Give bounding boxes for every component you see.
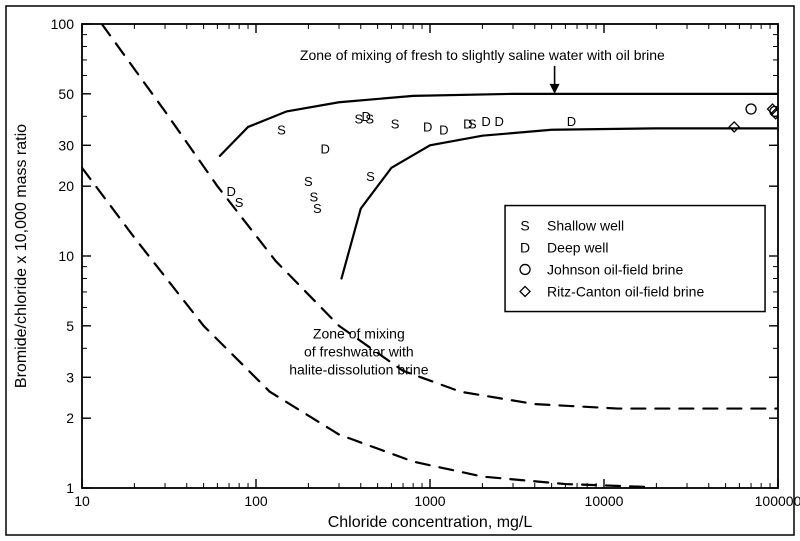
x-tick-label: 10 — [74, 493, 90, 509]
svg-text:S: S — [520, 217, 529, 233]
legend-label: Deep well — [547, 239, 608, 255]
legend-label: Shallow well — [547, 217, 624, 233]
y-tick-label: 3 — [66, 369, 74, 385]
annotation-halite-zone: halite-dissolution brine — [289, 362, 429, 378]
svg-text:S: S — [313, 201, 322, 216]
y-tick-label: 30 — [58, 137, 74, 153]
y-tick-label: 100 — [51, 16, 75, 32]
svg-text:S: S — [304, 174, 313, 189]
svg-text:D: D — [321, 141, 330, 156]
svg-text:S: S — [366, 169, 375, 184]
x-tick-label: 1000 — [414, 493, 445, 509]
annotation-halite-zone: of freshwater with — [304, 344, 414, 360]
y-axis-label: Bromide/chloride x 10,000 mass ratio — [13, 124, 30, 388]
y-tick-label: 50 — [58, 86, 74, 102]
svg-text:D: D — [567, 114, 576, 129]
svg-text:S: S — [235, 195, 244, 210]
legend-label: Ritz-Canton oil-field brine — [547, 283, 704, 299]
svg-text:S: S — [391, 117, 400, 132]
scatter-chart: 10 100 1000 10000 100000 1 2 3 5 10 20 30 50 100 Chlor… — [0, 0, 800, 541]
x-tick-label: 10000 — [585, 493, 624, 509]
x-axis-label: Chloride concentration, mg/L — [328, 514, 533, 531]
svg-text:D: D — [520, 239, 530, 255]
svg-text:S: S — [277, 122, 286, 137]
svg-text:D: D — [439, 122, 448, 137]
y-tick-label: 1 — [66, 480, 74, 496]
svg-text:D: D — [481, 114, 490, 129]
svg-text:D: D — [423, 119, 432, 134]
y-tick-label: 5 — [66, 318, 74, 334]
svg-text:D: D — [463, 117, 472, 132]
y-tick-label: 2 — [66, 410, 74, 426]
svg-text:D: D — [226, 184, 235, 199]
annotation-oil-zone: Zone of mixing of fresh to slightly sali… — [300, 47, 665, 63]
y-tick-label: 10 — [58, 248, 74, 264]
svg-text:D: D — [362, 109, 371, 124]
annotation-halite-zone: Zone of mixing — [313, 326, 405, 342]
x-tick-label: 100 — [244, 493, 268, 509]
x-tick-label: 100000 — [755, 493, 800, 509]
y-tick-label: 20 — [58, 178, 74, 194]
legend-label: Johnson oil-field brine — [547, 261, 683, 277]
svg-text:D: D — [495, 114, 504, 129]
